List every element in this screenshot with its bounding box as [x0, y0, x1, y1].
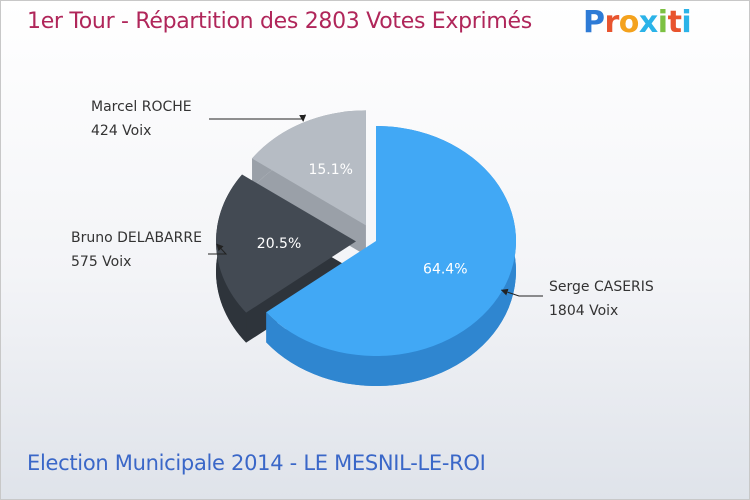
pie-slice-serge-caseris	[266, 126, 516, 357]
logo-letter: P	[583, 5, 605, 40]
logo-letter: x	[638, 5, 658, 40]
pie-slice-marcel-roche	[252, 110, 366, 226]
pie-slice-side	[266, 126, 516, 386]
candidate-votes-label: 575 Voix	[71, 254, 131, 270]
slice-percent-label: 64.4%	[423, 262, 467, 278]
logo-letter: r	[604, 5, 620, 40]
slice-percent-label: 20.5%	[257, 236, 301, 252]
proxiti-logo: Proxiti	[583, 5, 692, 40]
pie-slice-bruno-delabarre	[216, 174, 357, 313]
chart-title: 1er Tour - Répartition des 2803 Votes Ex…	[27, 9, 532, 34]
candidate-votes-label: 1804 Voix	[549, 303, 618, 319]
leader-line	[500, 288, 543, 297]
candidate-name-label: Serge CASERIS	[549, 279, 654, 295]
logo-letter: t	[667, 5, 682, 40]
leader-line	[209, 114, 307, 122]
logo-letter: i	[657, 5, 668, 40]
election-footer: Election Municipale 2014 - LE MESNIL-LE-…	[27, 451, 486, 475]
logo-letter: o	[618, 5, 640, 40]
candidate-name-label: Bruno DELABARRE	[71, 230, 202, 246]
logo-letter: i	[681, 5, 692, 40]
leader-line	[208, 243, 228, 255]
candidate-name-label: Marcel ROCHE	[91, 99, 192, 115]
slice-percent-label: 15.1%	[308, 162, 352, 178]
candidate-votes-label: 424 Voix	[91, 123, 151, 139]
